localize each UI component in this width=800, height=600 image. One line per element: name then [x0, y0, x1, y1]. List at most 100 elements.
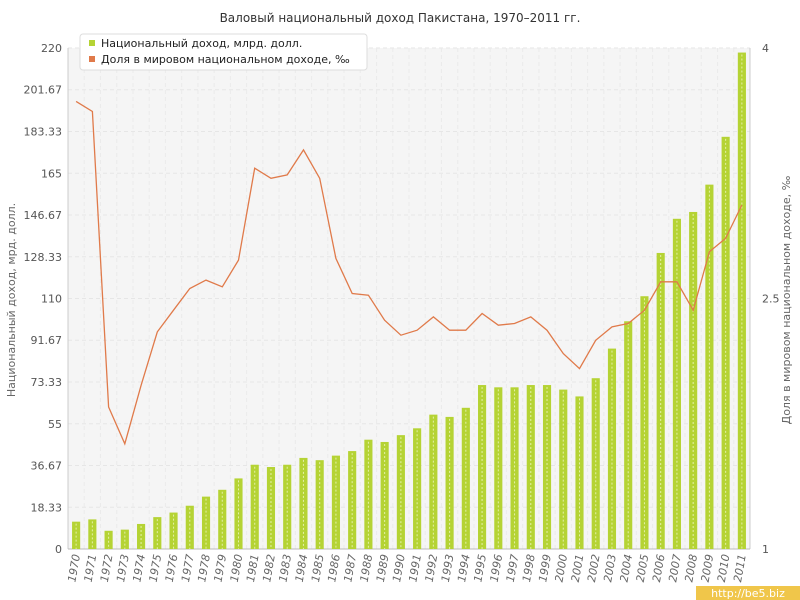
y-tick-right: 4 [762, 42, 769, 55]
bar-1972[interactable] [104, 530, 113, 549]
y-tick-left: 128.33 [24, 251, 63, 264]
x-tick: 1973 [114, 553, 132, 583]
x-tick: 2000 [553, 553, 571, 583]
y-tick-right: 2.5 [762, 293, 780, 306]
y-tick-left: 18.33 [31, 501, 63, 514]
x-tick: 1998 [520, 553, 538, 583]
y-tick-left: 220 [41, 42, 62, 55]
legend-swatch-income [89, 40, 95, 46]
x-tick: 1984 [293, 553, 311, 583]
legend-item-income[interactable]: Национальный доход, млрд. долл. [101, 37, 302, 50]
x-tick: 1997 [504, 553, 522, 583]
x-tick: 1990 [390, 553, 408, 583]
x-tick: 2005 [634, 553, 652, 583]
bar-2007[interactable] [672, 218, 681, 549]
legend-box [79, 33, 368, 71]
x-tick: 1974 [130, 553, 148, 583]
y-tick-left: 183.33 [24, 126, 63, 139]
x-tick: 2008 [682, 553, 700, 583]
bar-1997[interactable] [510, 387, 519, 549]
x-tick: 1970 [65, 553, 83, 583]
x-tick: 2009 [699, 553, 717, 583]
x-tick: 1996 [488, 553, 506, 583]
line-share[interactable] [75, 100, 743, 446]
bar-2008[interactable] [689, 211, 698, 550]
watermark-text: http://be5.biz [711, 587, 785, 600]
bars-series [72, 52, 746, 550]
x-tick: 2001 [569, 553, 587, 583]
legend-swatch-share [89, 56, 95, 62]
bar-1990[interactable] [396, 435, 405, 549]
x-tick: 1985 [309, 553, 327, 583]
x-tick: 2002 [585, 553, 603, 583]
x-axis: 1970197119721973197419751976197719781979… [65, 553, 748, 583]
y-tick-right: 1 [762, 543, 769, 556]
y-tick-left: 36.67 [31, 459, 63, 472]
bar-2003[interactable] [607, 348, 617, 549]
watermark: http://be5.biz [696, 586, 800, 600]
y-tick-left: 165 [41, 167, 62, 180]
x-tick: 1993 [439, 553, 457, 583]
bar-1974[interactable] [137, 523, 146, 549]
x-tick: 1995 [471, 553, 489, 583]
bar-2002[interactable] [591, 378, 600, 549]
bar-2006[interactable] [656, 252, 665, 550]
y-tick-left: 55 [48, 418, 62, 431]
x-tick: 1986 [325, 553, 343, 583]
x-tick: 1976 [163, 553, 181, 583]
y-axis-right-label: Доля в мировом национальном доходе, ‰ [780, 175, 793, 424]
y-tick-left: 73.33 [31, 376, 63, 389]
bar-1996[interactable] [494, 387, 503, 549]
x-tick: 1978 [195, 553, 213, 583]
bar-1979[interactable] [218, 489, 227, 549]
y-tick-left: 91.67 [31, 334, 63, 347]
bar-2004[interactable] [624, 321, 633, 549]
bar-1985[interactable] [315, 460, 324, 549]
bar-1977[interactable] [185, 505, 194, 549]
x-tick: 1981 [244, 553, 262, 583]
x-tick: 1983 [277, 553, 295, 583]
x-tick: 1977 [179, 553, 197, 583]
bar-1970[interactable] [72, 521, 81, 549]
bar-2001[interactable] [575, 396, 584, 549]
x-tick: 1989 [374, 553, 392, 583]
bar-1987[interactable] [348, 451, 357, 549]
x-tick: 1971 [82, 553, 100, 583]
y-axis-right: 12.54 [762, 42, 780, 556]
x-tick: 1988 [358, 553, 376, 583]
y-axis-left: 0 18.33 36.67 55 73.33 91.67 110 128.33 146.67 16… [24, 42, 63, 556]
x-tick: 2003 [601, 553, 619, 583]
x-tick: 1991 [406, 553, 424, 583]
y-tick-left: 201.67 [24, 84, 63, 97]
x-tick: 2004 [618, 553, 636, 583]
bar-1973[interactable] [120, 529, 129, 549]
bar-2011[interactable] [737, 52, 746, 550]
bar-1989[interactable] [380, 441, 389, 549]
x-tick: 1980 [228, 553, 246, 583]
bar-1982[interactable] [266, 467, 276, 549]
x-tick: 1992 [423, 553, 441, 583]
x-tick: 1999 [536, 553, 554, 583]
legend[interactable]: Национальный доход, млрд. долл. Доля в м… [79, 33, 368, 71]
y-tick-left: 146.67 [24, 209, 63, 222]
watermark-background [696, 586, 800, 600]
line-series [75, 100, 743, 446]
x-tick: 2010 [715, 553, 733, 583]
y-tick-left: 110 [41, 293, 62, 306]
x-tick: 1975 [147, 553, 165, 583]
chart-title: Валовый национальный доход Пакистана, 19… [220, 11, 581, 25]
bar-1995[interactable] [478, 385, 487, 549]
bar-1991[interactable] [413, 428, 422, 549]
bar-1984[interactable] [299, 457, 308, 549]
x-tick: 1987 [341, 553, 359, 583]
x-tick: 2011 [731, 553, 749, 583]
bar-1999[interactable] [542, 385, 552, 549]
x-tick: 1979 [212, 553, 230, 583]
x-tick: 1994 [455, 553, 473, 583]
y-axis-left-label: Национальный доход, мрд. долл. [5, 203, 18, 397]
x-tick: 1982 [260, 553, 278, 583]
x-tick: 2006 [650, 553, 668, 583]
y-tick-left: 0 [55, 543, 62, 556]
legend-item-share[interactable]: Доля в мировом национальном доходе, ‰ [101, 53, 350, 66]
bar-1998[interactable] [526, 385, 535, 549]
